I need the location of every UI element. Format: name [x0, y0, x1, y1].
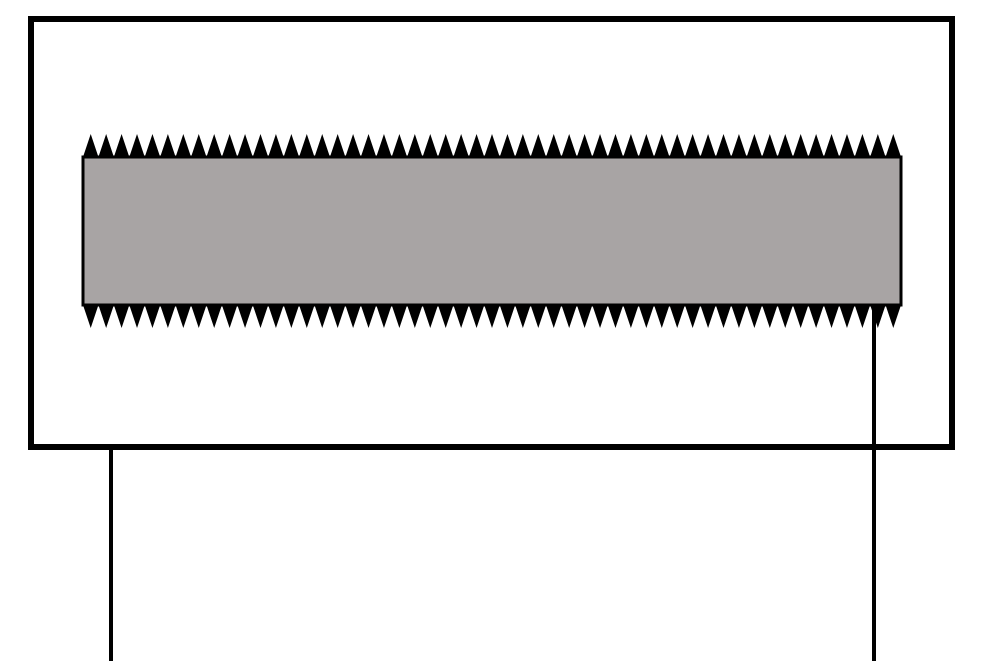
diagram-root: [0, 0, 1000, 661]
core-bar: [83, 157, 901, 305]
